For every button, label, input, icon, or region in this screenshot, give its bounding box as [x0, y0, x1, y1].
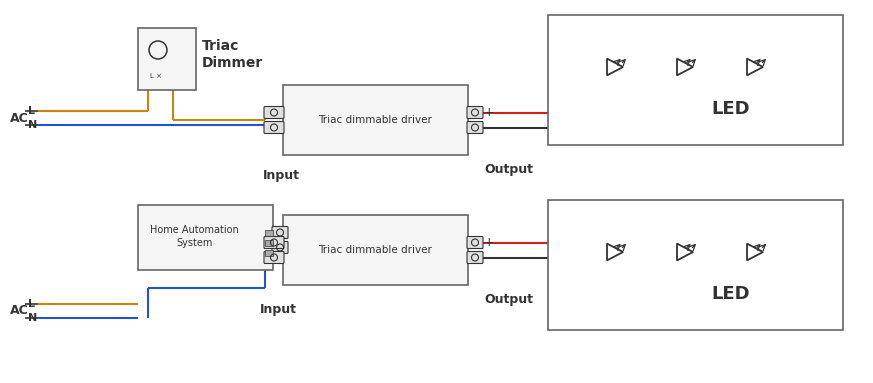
- Bar: [265, 250, 273, 256]
- Bar: [138, 205, 273, 270]
- Bar: [548, 15, 843, 145]
- Text: N: N: [28, 120, 38, 130]
- Text: Dimmer: Dimmer: [202, 56, 264, 70]
- Bar: [265, 230, 273, 236]
- Text: AC: AC: [10, 111, 29, 124]
- Text: Output: Output: [484, 163, 533, 176]
- Text: Triac dimmable driver: Triac dimmable driver: [319, 115, 432, 125]
- Text: Home Automation: Home Automation: [150, 225, 239, 235]
- Text: Triac: Triac: [202, 39, 239, 53]
- Bar: [265, 240, 273, 246]
- FancyBboxPatch shape: [264, 106, 284, 118]
- Text: System: System: [176, 238, 213, 248]
- FancyBboxPatch shape: [467, 106, 483, 118]
- Text: Input: Input: [259, 303, 297, 316]
- FancyBboxPatch shape: [264, 121, 284, 134]
- Bar: [548, 200, 843, 330]
- Text: −: −: [482, 252, 492, 265]
- Text: Input: Input: [263, 169, 299, 182]
- FancyBboxPatch shape: [272, 226, 288, 239]
- Text: −: −: [482, 121, 492, 134]
- Text: +: +: [484, 106, 495, 119]
- Text: N: N: [28, 313, 38, 323]
- Bar: [138, 28, 196, 90]
- Bar: [283, 215, 468, 285]
- Text: +: +: [484, 236, 495, 249]
- Text: L: L: [28, 106, 35, 116]
- Text: L: L: [28, 299, 35, 309]
- FancyBboxPatch shape: [264, 252, 284, 264]
- Text: AC: AC: [10, 304, 29, 318]
- FancyBboxPatch shape: [467, 252, 483, 264]
- FancyBboxPatch shape: [264, 236, 284, 249]
- Text: LED: LED: [711, 100, 750, 118]
- Text: Triac dimmable driver: Triac dimmable driver: [319, 245, 432, 255]
- FancyBboxPatch shape: [467, 121, 483, 134]
- FancyBboxPatch shape: [467, 236, 483, 249]
- Text: Output: Output: [484, 293, 533, 306]
- Text: LED: LED: [711, 285, 750, 303]
- Bar: [283, 85, 468, 155]
- FancyBboxPatch shape: [272, 242, 288, 254]
- Text: L ×: L ×: [150, 73, 162, 79]
